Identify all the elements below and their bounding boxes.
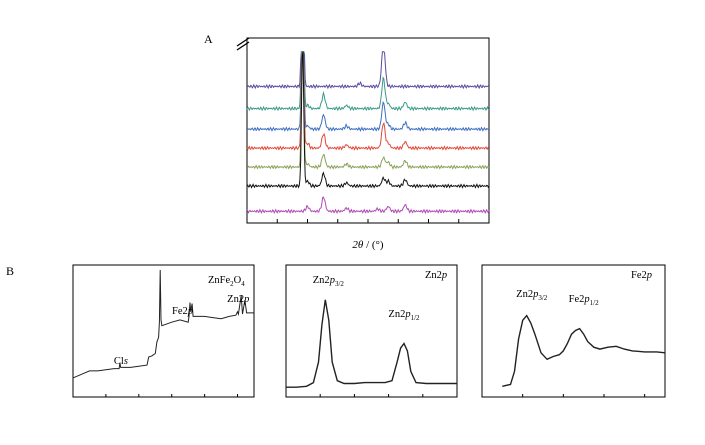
peak-label-part: p bbox=[243, 294, 249, 305]
peak-label-part: p bbox=[187, 306, 193, 317]
plot-frame bbox=[285, 264, 458, 398]
xps-line bbox=[502, 314, 666, 387]
peak-label-part: Fe2 bbox=[172, 306, 188, 317]
axis-break-icon bbox=[236, 37, 250, 51]
xrd-series-line bbox=[246, 51, 490, 90]
sample-label-part: O bbox=[234, 275, 242, 286]
xrd-series-line bbox=[246, 51, 490, 112]
peak-label: Fe2p1/2 bbox=[569, 294, 599, 307]
sample-label-subscript: 2 bbox=[230, 280, 234, 288]
axis-break-line bbox=[236, 37, 250, 47]
peak-label: Cls bbox=[114, 356, 128, 367]
subpanel-title-part: Fe2 bbox=[631, 270, 647, 281]
xrd-series-line bbox=[246, 51, 490, 170]
panel-label-b: B bbox=[6, 264, 14, 278]
peak-label-part: p bbox=[329, 275, 335, 286]
peak-label-part: Fe2 bbox=[569, 294, 585, 305]
peak-label-part: Zn2 bbox=[388, 309, 405, 320]
subpanel-title: Fe2p bbox=[631, 270, 652, 281]
peak-label: Fe2p bbox=[172, 306, 193, 317]
peak-label: Zn2p1/2 bbox=[388, 309, 420, 322]
peak-label-part: Cl bbox=[114, 356, 124, 367]
peak-label-part: s bbox=[124, 356, 128, 367]
xrd-series-line bbox=[246, 51, 490, 133]
sample-label-part: ZnFe bbox=[208, 275, 231, 286]
peak-label: Zn2p3/2 bbox=[313, 275, 345, 288]
subpanel-title-part: Zn2 bbox=[425, 270, 442, 281]
subpanel-title-part: p bbox=[441, 270, 447, 281]
peak-label-subscript: 3/2 bbox=[538, 294, 547, 302]
axis-break-line bbox=[236, 41, 250, 51]
sample-label-subscript: 4 bbox=[241, 280, 245, 288]
peak-label-part: p bbox=[532, 289, 538, 300]
peak-label-part: Zn2 bbox=[313, 275, 330, 286]
peak-label-subscript: 3/2 bbox=[335, 280, 344, 288]
peak-label: Zn2p bbox=[227, 294, 249, 305]
subpanel-title-part: p bbox=[646, 270, 652, 281]
plot-frame bbox=[481, 264, 666, 398]
x-axis-label-variable: 2θ bbox=[352, 239, 364, 251]
xrd-series-line bbox=[246, 196, 490, 215]
subpanel-title: Zn2p bbox=[425, 270, 447, 281]
peak-label-subscript: 1/2 bbox=[590, 299, 599, 307]
xrd-chart: 2θ / (°) bbox=[236, 37, 490, 251]
peak-label-part: Zn2 bbox=[227, 294, 244, 305]
peak-label-part: p bbox=[404, 309, 410, 320]
panel-label-a: A bbox=[204, 32, 213, 46]
xps-survey-line bbox=[72, 269, 254, 379]
peak-label-part: p bbox=[583, 294, 589, 305]
plot-frame bbox=[72, 264, 255, 398]
x-axis-label: 2θ / (°) bbox=[352, 239, 384, 251]
peak-label-part: Zn2 bbox=[516, 289, 533, 300]
xrd-series-line bbox=[246, 51, 490, 189]
sample-label: ZnFe2O4 bbox=[208, 275, 245, 288]
plot-frame bbox=[246, 37, 490, 224]
peak-label: Zn2p3/2 bbox=[516, 289, 548, 302]
peak-label-subscript: 1/2 bbox=[411, 314, 420, 322]
x-axis-label-unit: / (°) bbox=[363, 239, 384, 251]
xrd-series-line bbox=[246, 51, 490, 151]
xps-line bbox=[286, 299, 457, 388]
